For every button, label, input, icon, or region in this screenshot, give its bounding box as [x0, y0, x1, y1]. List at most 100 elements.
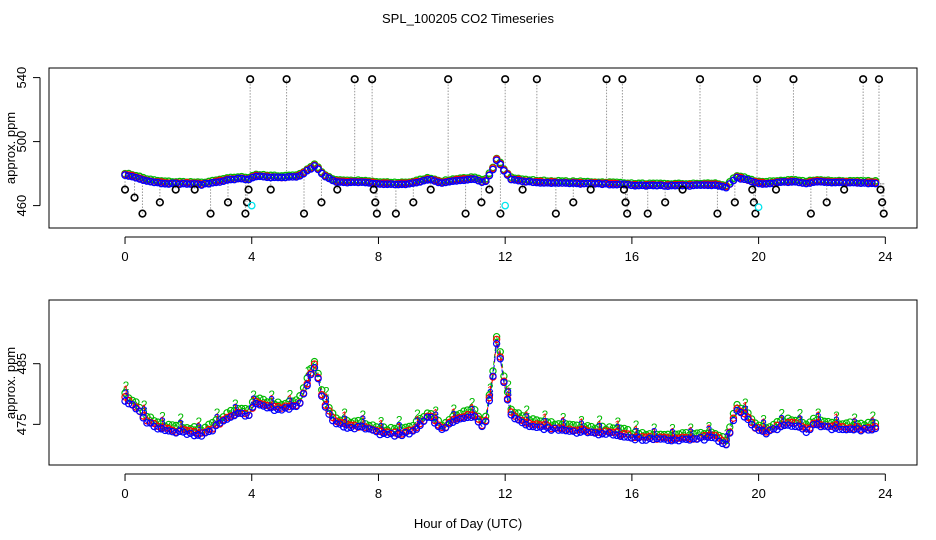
bottom-green-line [124, 336, 876, 442]
top-blue-point [208, 178, 217, 187]
top-blue-point [303, 166, 312, 175]
top-blue-point [558, 179, 567, 187]
top-blue-point [514, 176, 523, 185]
bottom-green-point [219, 413, 228, 421]
bottom-blue-point [540, 425, 548, 434]
bottom-series-label-2: 2 [359, 408, 366, 422]
top-black-point [822, 198, 831, 207]
bottom-series-label-1: 1 [359, 413, 366, 427]
top-blue-point [813, 177, 822, 186]
bottom-series-label-2: 2 [432, 404, 439, 418]
top-blue-point [507, 175, 516, 184]
top-blue-point [270, 173, 279, 182]
top-blue-point [423, 176, 432, 184]
bottom-series-label-2: 2 [177, 411, 184, 425]
top-blue-point [376, 180, 384, 188]
top-black-point [241, 209, 250, 218]
chart-title: SPL_100205 CO2 Timeseries [382, 11, 554, 26]
bottom-blue-point [460, 414, 468, 423]
top-black-point [223, 198, 233, 207]
bottom-series-label-3: 3 [505, 386, 512, 400]
top-blue-point [204, 179, 213, 188]
top-blue-point [212, 178, 220, 187]
bottom-series-label-2: 2 [341, 406, 348, 420]
bottom-blue-point [463, 413, 472, 422]
top-blue-point [332, 178, 341, 186]
bottom-x-tick-label: 12 [498, 486, 512, 501]
bottom-red-point [828, 422, 836, 431]
top-black-point [859, 75, 868, 84]
top-blue-point [787, 178, 796, 186]
top-blue-point [263, 173, 271, 182]
bottom-series-label-3: 3 [196, 421, 203, 435]
bottom-series-label-3: 3 [469, 403, 476, 417]
top-blue-point [631, 181, 639, 190]
top-blue-point [408, 179, 417, 187]
top-black-point [551, 209, 560, 218]
bottom-x-tick-label: 0 [121, 486, 128, 501]
bottom-red-point [179, 425, 188, 434]
top-blue-point [474, 176, 483, 185]
bottom-red-point [190, 427, 198, 436]
bottom-y-tick-label: 485 [14, 353, 29, 375]
top-blue-point [540, 179, 548, 187]
bottom-blue-point [587, 428, 596, 436]
top-black-point [368, 75, 377, 84]
bottom-y-axis-label: approx. ppm [3, 347, 18, 419]
bottom-blue-point [686, 436, 694, 444]
bottom-blue-point [423, 413, 432, 421]
bottom-blue-point [729, 416, 738, 425]
bottom-series-label-1: 1 [578, 416, 585, 430]
bottom-blue-point [573, 429, 581, 437]
bottom-blue-point [562, 426, 570, 435]
top-blue-point [762, 180, 771, 188]
bottom-blue-point [583, 428, 592, 437]
bottom-blue-point [780, 421, 789, 430]
top-black-point [878, 198, 887, 207]
bottom-blue-point [438, 425, 446, 434]
bottom-green-point [565, 420, 574, 428]
bottom-series-label-3: 3 [742, 403, 749, 417]
bottom-green-point [358, 418, 366, 426]
bottom-blue-point [161, 426, 169, 435]
bottom-blue-point [339, 423, 348, 431]
bottom-blue-point [529, 422, 537, 431]
bottom-green-point [871, 419, 880, 427]
bottom-series-label-1: 1 [851, 415, 858, 429]
bottom-blue-point [864, 426, 872, 434]
bottom-x-tick-label: 16 [625, 486, 639, 501]
bottom-series-label-3: 3 [177, 417, 184, 431]
bottom-series-label-2: 2 [760, 413, 767, 427]
bottom-blue-point [820, 422, 829, 430]
bottom-blue-point [507, 411, 515, 419]
bottom-blue-point [704, 433, 712, 441]
top-blue-point [580, 179, 588, 188]
bottom-green-point [573, 421, 581, 429]
bottom-series-label-3: 3 [287, 395, 294, 409]
top-blue-point [653, 181, 661, 190]
top-black-point [806, 209, 815, 218]
top-blue-point [248, 173, 257, 182]
top-blue-point [634, 181, 643, 190]
top-blue-point [602, 179, 610, 188]
bottom-blue-point [715, 437, 723, 446]
bottom-series-label-2: 2 [159, 409, 166, 423]
top-black-point [643, 209, 652, 218]
bottom-blue-point [784, 421, 792, 429]
top-blue-point [347, 178, 355, 187]
bottom-series-label-1: 1 [560, 414, 567, 428]
bottom-red-point [405, 426, 413, 434]
bottom-blue-point [277, 406, 286, 414]
bottom-series-label-3: 3 [578, 418, 585, 432]
top-blue-point [128, 172, 137, 181]
bottom-series-label-1: 1 [633, 423, 640, 437]
top-blue-point [183, 180, 191, 188]
top-black-point [282, 75, 291, 84]
top-blue-point [132, 173, 140, 182]
bottom-green-point [252, 395, 260, 403]
top-x-tick-label: 4 [248, 249, 255, 264]
bottom-blue-point [620, 433, 628, 441]
top-black-point [789, 75, 798, 84]
bottom-blue-point [536, 423, 545, 431]
bottom-series-label-2: 2 [669, 421, 676, 435]
